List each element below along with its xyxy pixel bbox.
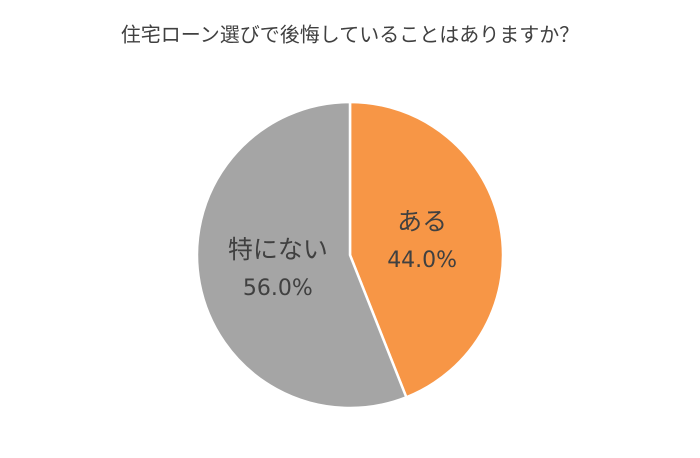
pie-slice xyxy=(348,100,505,399)
slice-label: ある xyxy=(397,207,447,236)
pie-slice xyxy=(195,100,408,410)
slice-value-label: 44.0% xyxy=(387,248,457,273)
chart-title: 住宅ローン選びで後悔していることはありますか？ xyxy=(121,23,579,47)
slice-value-label: 56.0% xyxy=(243,276,313,301)
slice-label: 特にない xyxy=(228,235,328,264)
